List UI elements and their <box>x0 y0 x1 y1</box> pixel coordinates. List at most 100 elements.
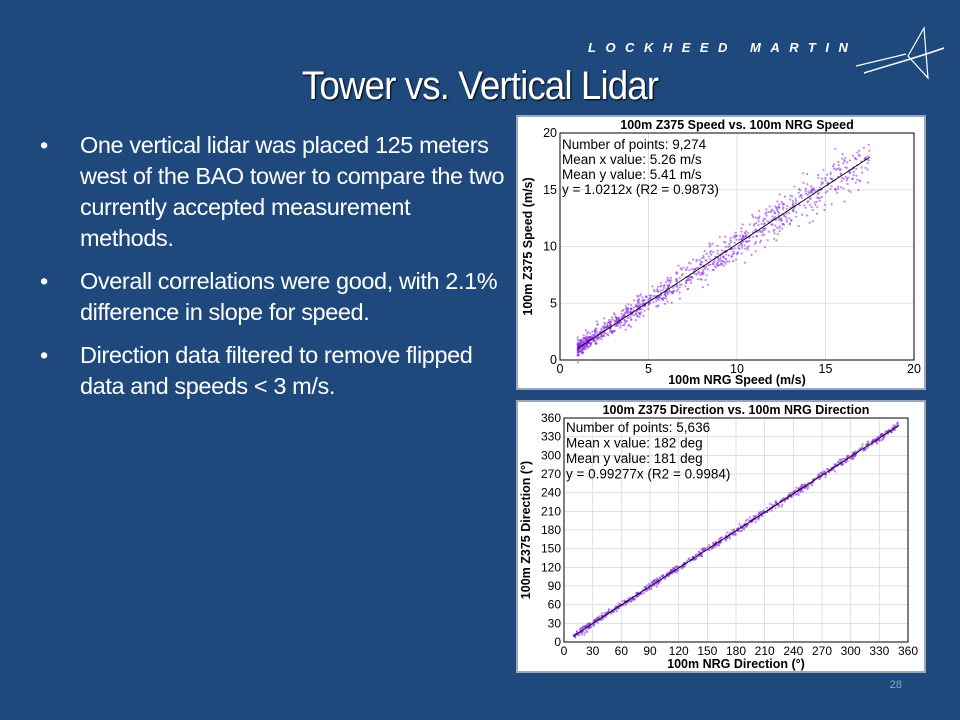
data-point <box>628 323 631 327</box>
data-point <box>893 424 897 427</box>
data-point <box>741 246 744 249</box>
data-point <box>688 269 691 272</box>
data-point <box>701 286 704 289</box>
data-point <box>763 233 766 236</box>
star-icon <box>856 26 945 80</box>
data-point <box>818 197 821 200</box>
data-point <box>584 337 587 340</box>
data-point <box>811 220 814 223</box>
stats-annotation: y = 0.99277x (R2 = 0.9984) <box>566 467 730 482</box>
data-point <box>757 216 761 220</box>
data-point <box>806 183 809 186</box>
data-point <box>834 168 837 171</box>
data-point <box>780 200 783 203</box>
data-point <box>783 195 786 198</box>
data-point <box>578 350 581 353</box>
data-point <box>664 281 668 284</box>
stats-annotation: Mean y value: 181 deg <box>566 451 703 466</box>
data-point <box>776 226 779 229</box>
data-point <box>852 457 855 460</box>
data-point <box>718 259 721 262</box>
data-point <box>858 149 861 152</box>
data-point <box>754 250 757 253</box>
data-point <box>737 529 741 532</box>
data-point <box>626 312 629 315</box>
data-point <box>584 344 587 347</box>
data-point <box>688 279 691 282</box>
data-point <box>856 151 859 154</box>
data-point <box>768 205 771 208</box>
data-point <box>844 166 847 169</box>
data-point <box>814 190 817 193</box>
data-point <box>840 180 843 183</box>
data-point <box>855 167 858 170</box>
data-point <box>675 278 679 281</box>
x-axis-label: 100m NRG Direction (°) <box>667 657 805 671</box>
data-point <box>767 230 771 233</box>
data-point <box>695 260 698 263</box>
data-point <box>782 208 785 211</box>
data-point <box>703 250 706 253</box>
data-point <box>826 467 829 470</box>
data-point <box>717 252 720 255</box>
data-point <box>577 353 581 357</box>
data-point <box>882 437 885 440</box>
data-point <box>672 286 675 289</box>
direction-chart-panel: 100m Z375 Direction vs. 100m NRG Directi… <box>516 400 926 673</box>
data-point <box>577 348 581 351</box>
data-point <box>765 208 768 211</box>
data-point <box>753 222 756 226</box>
data-point <box>840 176 843 180</box>
data-point <box>789 194 792 197</box>
data-point <box>603 612 606 615</box>
x-tick-label: 180 <box>726 644 746 658</box>
data-point <box>720 263 724 266</box>
data-point <box>587 623 590 626</box>
data-point <box>622 324 625 327</box>
data-point <box>678 297 681 300</box>
data-point <box>822 168 825 171</box>
data-point <box>660 574 663 578</box>
data-point <box>829 171 832 174</box>
data-point <box>670 301 673 304</box>
data-point <box>607 321 610 324</box>
lockheed-martin-logo: LOCKHEED MARTIN <box>588 26 948 88</box>
data-point <box>589 342 592 345</box>
data-point <box>657 299 660 302</box>
data-point <box>858 154 861 157</box>
y-tick-label: 330 <box>541 430 561 444</box>
data-point <box>640 307 643 311</box>
data-point <box>840 157 844 160</box>
data-point <box>771 215 774 218</box>
data-point <box>666 300 669 303</box>
data-point <box>623 319 626 322</box>
data-point <box>773 232 776 235</box>
data-point <box>848 454 851 457</box>
data-point <box>729 239 732 242</box>
data-point <box>824 179 827 182</box>
data-point <box>627 597 630 600</box>
data-point <box>842 177 845 180</box>
x-tick-label: 60 <box>615 644 629 658</box>
data-point <box>851 178 854 181</box>
data-point <box>868 149 871 152</box>
data-point <box>846 454 849 457</box>
data-point <box>633 299 636 302</box>
x-tick-label: 30 <box>586 644 600 658</box>
data-point <box>824 476 827 479</box>
data-point <box>579 339 582 342</box>
data-point <box>697 550 700 553</box>
data-point <box>624 603 627 606</box>
data-point <box>666 292 669 296</box>
data-point <box>661 288 664 291</box>
data-point <box>730 255 734 258</box>
data-point <box>726 260 729 263</box>
data-point <box>806 173 809 176</box>
data-point <box>833 470 837 473</box>
data-point <box>826 190 829 193</box>
data-point <box>692 258 695 261</box>
data-point <box>602 326 605 329</box>
data-point <box>846 161 849 164</box>
data-point <box>801 490 804 493</box>
speed-chart-panel: 100m Z375 Speed vs. 100m NRG Speed 0 5 10 15… <box>516 115 926 390</box>
